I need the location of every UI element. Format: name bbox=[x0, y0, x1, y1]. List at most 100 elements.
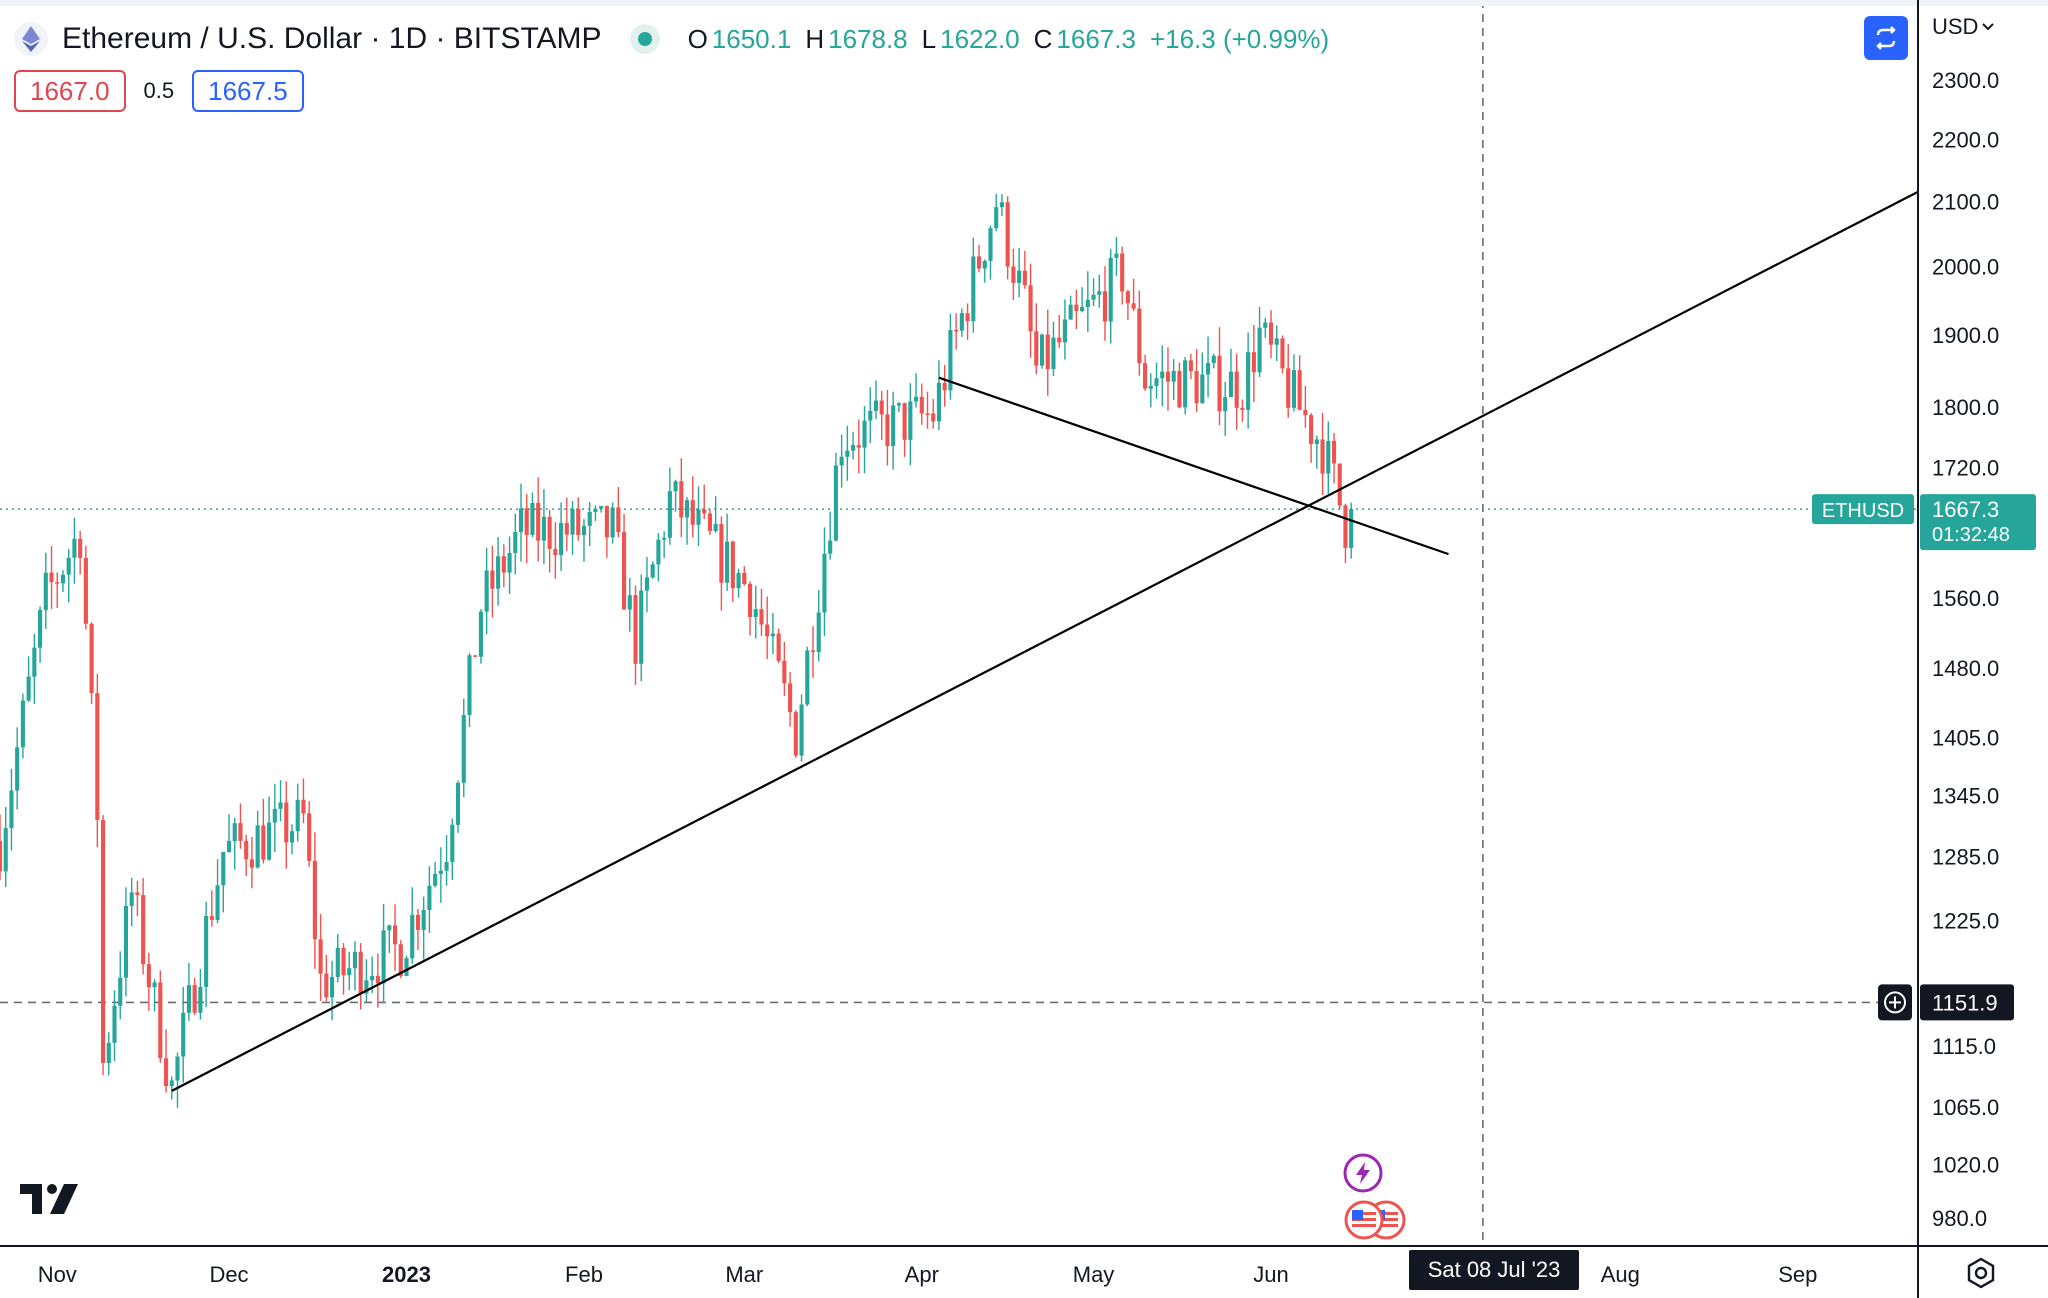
candle-body bbox=[427, 885, 432, 910]
candle-body bbox=[496, 556, 501, 589]
candle bbox=[770, 612, 775, 655]
candle-body bbox=[289, 831, 295, 843]
candle bbox=[1297, 355, 1302, 411]
candle-body bbox=[438, 870, 443, 874]
candle bbox=[1314, 435, 1319, 469]
candle-body bbox=[931, 413, 936, 422]
candle-body bbox=[261, 825, 266, 860]
candle bbox=[267, 796, 272, 861]
candle bbox=[324, 954, 329, 1002]
candle bbox=[89, 622, 94, 704]
candle-body bbox=[478, 611, 483, 657]
candle bbox=[1217, 327, 1222, 426]
candle-body bbox=[988, 228, 993, 261]
candle-body bbox=[352, 951, 358, 969]
candle bbox=[856, 419, 861, 474]
candle bbox=[204, 901, 209, 1008]
tradingview-logo[interactable] bbox=[20, 1184, 80, 1214]
chart-mode-button[interactable] bbox=[1864, 16, 1908, 60]
last-price-label: 1667.3 bbox=[1932, 497, 1999, 522]
candle-body bbox=[60, 574, 66, 584]
candle-body bbox=[581, 525, 587, 536]
symbol-title[interactable]: Ethereum / U.S. Dollar · 1D · BITSTAMP bbox=[62, 22, 602, 55]
candle bbox=[1011, 248, 1016, 301]
candle-body bbox=[891, 405, 896, 447]
candle-body bbox=[707, 513, 713, 532]
candle-body bbox=[78, 538, 83, 558]
candle bbox=[307, 801, 312, 867]
trendline-support[interactable] bbox=[171, 190, 1919, 1092]
candle bbox=[455, 780, 461, 833]
candle-body bbox=[845, 450, 850, 457]
candle bbox=[873, 380, 879, 420]
lightning-event-icon[interactable] bbox=[1342, 1152, 1384, 1194]
symbol-tag-label: ETHUSD bbox=[1822, 500, 1904, 522]
candle bbox=[788, 672, 793, 727]
candle-body bbox=[244, 840, 249, 860]
candle-body bbox=[622, 532, 627, 610]
candle bbox=[186, 962, 191, 1021]
candle bbox=[1286, 344, 1291, 418]
x-tick-label: May bbox=[1073, 1262, 1115, 1287]
candle-body bbox=[1011, 266, 1016, 283]
x-tick-label: Mar bbox=[725, 1262, 763, 1287]
candle bbox=[553, 522, 558, 579]
candle-body bbox=[839, 456, 844, 466]
y-tick-label: 2000.0 bbox=[1932, 254, 1999, 279]
candle bbox=[209, 890, 214, 927]
candle-body bbox=[1303, 409, 1308, 416]
candle bbox=[696, 486, 701, 547]
candle bbox=[1154, 362, 1159, 399]
candle-body bbox=[192, 985, 197, 1013]
candle-body bbox=[879, 400, 884, 415]
candle-body bbox=[32, 647, 37, 677]
candle bbox=[112, 990, 117, 1062]
currency-select[interactable]: USD bbox=[1932, 14, 1995, 40]
candle bbox=[1045, 309, 1050, 396]
candle bbox=[1074, 289, 1079, 330]
candle-body bbox=[312, 860, 317, 940]
market-status-icon[interactable] bbox=[629, 24, 660, 54]
candle bbox=[392, 904, 398, 971]
y-tick-label: 1560.0 bbox=[1932, 586, 1999, 611]
candle bbox=[896, 402, 901, 413]
candle-body bbox=[392, 925, 398, 945]
candle bbox=[215, 859, 220, 924]
candle-body bbox=[633, 595, 638, 664]
candle bbox=[301, 778, 306, 824]
candle bbox=[1309, 413, 1314, 463]
candle-body bbox=[89, 623, 94, 694]
candle-body bbox=[610, 507, 615, 538]
trendline-resistance[interactable] bbox=[938, 376, 1449, 556]
candle-body bbox=[295, 799, 300, 832]
candle-body bbox=[158, 982, 163, 1059]
sell-button[interactable]: 1667.0 bbox=[14, 70, 126, 112]
candle-body bbox=[793, 712, 798, 756]
us-economic-event-icon[interactable] bbox=[1342, 1198, 1412, 1244]
candle bbox=[536, 477, 541, 562]
buy-button[interactable]: 1667.5 bbox=[192, 70, 304, 112]
settings-gear-icon[interactable] bbox=[1964, 1256, 1998, 1290]
candle bbox=[673, 479, 678, 512]
candle bbox=[375, 953, 380, 1008]
candle-body bbox=[83, 557, 88, 624]
y-tick-label: 1720.0 bbox=[1932, 456, 1999, 481]
candle bbox=[1143, 354, 1148, 391]
candle bbox=[679, 458, 684, 538]
candle-body bbox=[616, 507, 621, 533]
candle bbox=[1183, 357, 1188, 415]
candle-body bbox=[467, 655, 472, 715]
candle bbox=[129, 877, 134, 927]
candle-body bbox=[387, 925, 392, 931]
candle bbox=[49, 546, 54, 610]
candle bbox=[1160, 345, 1165, 407]
time-axis-background bbox=[0, 1246, 2048, 1298]
candle-body bbox=[421, 909, 426, 930]
candle bbox=[461, 698, 466, 797]
candle-body bbox=[307, 813, 312, 861]
candle bbox=[106, 1032, 111, 1076]
candle bbox=[15, 727, 20, 810]
candle bbox=[1268, 310, 1274, 359]
candle bbox=[822, 527, 827, 637]
